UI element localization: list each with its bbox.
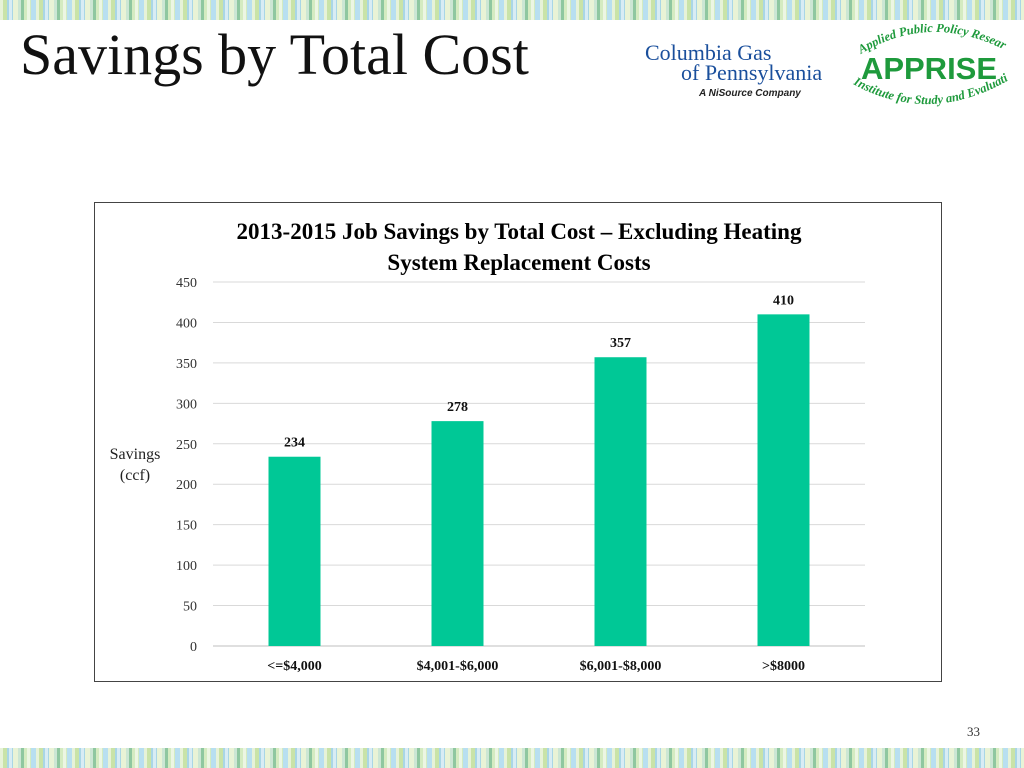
- decorative-top-band: [0, 0, 1024, 20]
- grid-layer: [213, 281, 865, 647]
- columbia-logo-line2: of Pennsylvania: [681, 60, 823, 85]
- apprise-logo-main-text: APPRISE: [861, 51, 997, 86]
- chart-title-line-2: System Replacement Costs: [387, 250, 650, 275]
- y-tick-label: 100: [176, 559, 197, 574]
- bar: [268, 456, 321, 646]
- y-tick-label: 0: [190, 640, 197, 655]
- apprise-logo: Applied Public Policy Research APPRISE I…: [840, 13, 1015, 116]
- x-tick-label: $4,001-$6,000: [417, 659, 499, 674]
- y-tick-label: 300: [176, 397, 197, 412]
- data-label: 357: [610, 336, 631, 351]
- y-axis-label-line-1: Savings: [110, 446, 161, 463]
- slide-title: Savings by Total Cost: [20, 22, 529, 87]
- y-tick-label: 150: [176, 519, 197, 534]
- apprise-logo-graphic: Applied Public Policy Research APPRISE I…: [840, 13, 1011, 107]
- y-tick-label: 400: [176, 316, 197, 331]
- page-number: 33: [967, 724, 980, 739]
- columbia-logo-tagline: A NiSource Company: [699, 88, 801, 99]
- x-tick-label: >$8000: [762, 659, 805, 674]
- y-tick-label: 50: [183, 600, 197, 615]
- y-tick-label: 450: [176, 276, 197, 291]
- x-tick-labels: <=$4,000 $4,001-$6,000 $6,001-$8,000 >$8000: [267, 659, 805, 674]
- bars: [268, 314, 810, 646]
- x-tick-label: <=$4,000: [267, 659, 321, 674]
- y-tick-labels: 0 50 100 150 200 250 300 350 400 450: [176, 276, 197, 655]
- columbia-gas-logo: Columbia Gas of Pennsylvania A NiSource …: [645, 40, 835, 102]
- columbia-logo-line1: Columbia Gas: [645, 40, 772, 65]
- data-label: 278: [447, 400, 468, 415]
- bar: [431, 421, 484, 646]
- savings-bar-chart: 2013-2015 Job Savings by Total Cost – Ex…: [110, 219, 865, 674]
- chart-title-line-1: 2013-2015 Job Savings by Total Cost – Ex…: [237, 219, 802, 244]
- bar: [594, 357, 647, 646]
- y-tick-label: 200: [176, 478, 197, 493]
- x-tick-label: $6,001-$8,000: [580, 659, 662, 674]
- data-label: 234: [284, 436, 305, 451]
- decorative-bottom-band: [0, 748, 1024, 768]
- y-tick-label: 250: [176, 438, 197, 453]
- y-tick-label: 350: [176, 357, 197, 372]
- bar: [757, 314, 810, 646]
- data-labels: 234 278 357 410: [284, 293, 794, 450]
- chart-container: 2013-2015 Job Savings by Total Cost – Ex…: [94, 202, 942, 682]
- y-axis-label-line-2: (ccf): [120, 467, 150, 484]
- data-label: 410: [773, 293, 794, 308]
